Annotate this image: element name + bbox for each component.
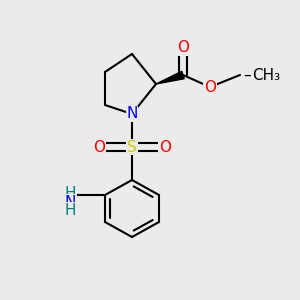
Text: O: O bbox=[93, 140, 105, 154]
Polygon shape bbox=[156, 71, 184, 84]
Text: H: H bbox=[65, 203, 76, 218]
Text: CH₃: CH₃ bbox=[252, 68, 280, 82]
Text: N: N bbox=[126, 106, 138, 122]
Text: O: O bbox=[204, 80, 216, 94]
Text: N: N bbox=[65, 195, 76, 210]
Text: H: H bbox=[65, 186, 76, 201]
Text: O: O bbox=[177, 40, 189, 56]
Text: —: — bbox=[243, 68, 258, 82]
Text: S: S bbox=[127, 140, 137, 154]
Text: O: O bbox=[159, 140, 171, 154]
